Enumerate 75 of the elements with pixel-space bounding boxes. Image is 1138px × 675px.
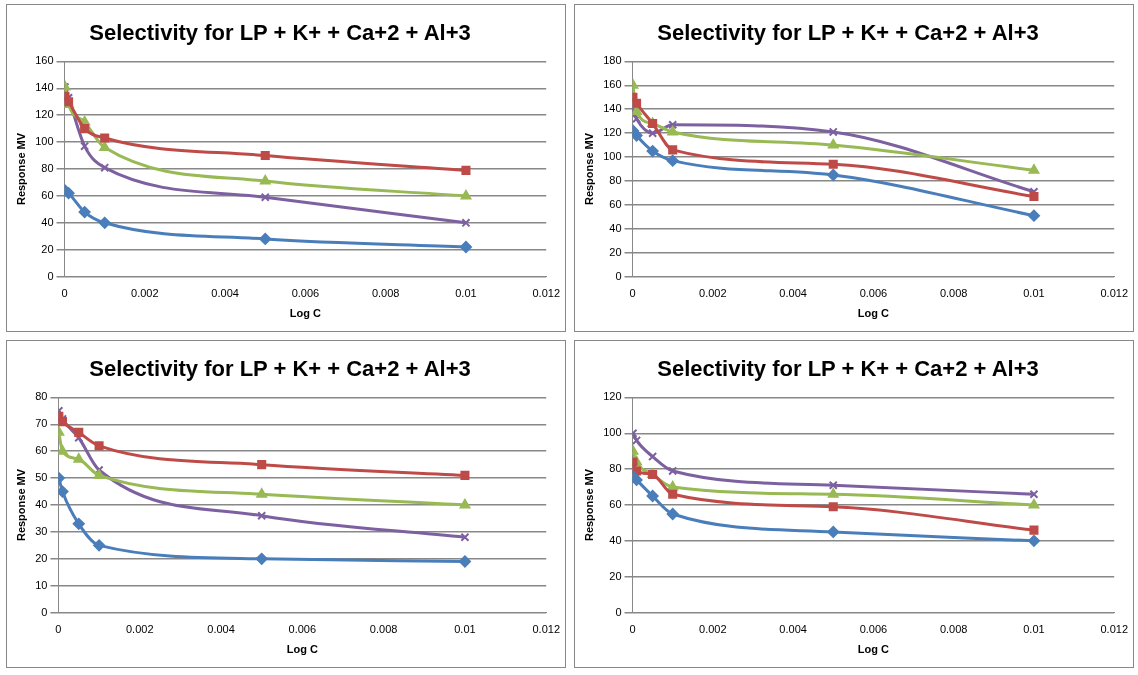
y-tick-label: 40 (609, 533, 622, 546)
x-axis-title: Log C (857, 643, 890, 656)
y-tick-label: 70 (35, 417, 48, 430)
y-tick-label: 50 (35, 471, 48, 484)
chart-title: Selectivity for LP + K+ + Ca+2 + Al+3 (657, 20, 1039, 46)
x-tick-label: 0.008 (371, 287, 400, 300)
x-tick-label: 0.006 (859, 287, 888, 300)
y-axis-title: Response MV (582, 132, 595, 206)
y-tick-label: 0 (47, 269, 54, 282)
x-axis-title: Log C (289, 307, 322, 320)
x-tick-label: 0 (629, 623, 636, 636)
y-tick-label: 60 (609, 197, 622, 210)
x-tick-label: 0.006 (291, 287, 320, 300)
x-tick-label: 0.002 (125, 623, 154, 636)
y-tick-label: 20 (35, 551, 48, 564)
x-tick-label: 0.008 (369, 623, 398, 636)
x-tick-label: 0.002 (131, 287, 159, 300)
y-tick-label: 120 (603, 390, 622, 403)
y-tick-label: 40 (35, 498, 48, 511)
x-tick-label: 0.012 (532, 623, 560, 636)
x-tick-label: 0.01 (455, 287, 477, 300)
y-tick-label: 80 (609, 173, 622, 186)
y-tick-label: 140 (35, 81, 54, 94)
y-tick-label: 60 (35, 444, 48, 457)
x-tick-label: 0.004 (779, 623, 807, 636)
y-tick-label: 160 (603, 78, 622, 91)
x-tick-label: 0.01 (1023, 287, 1045, 300)
x-tick-label: 0.012 (1100, 623, 1128, 636)
y-tick-label: 80 (41, 162, 54, 175)
y-tick-label: 60 (41, 188, 54, 201)
y-tick-label: 30 (35, 524, 48, 537)
x-tick-label: 0.01 (454, 623, 476, 636)
y-tick-label: 20 (609, 245, 622, 258)
y-axis-title: Response MV (582, 468, 595, 542)
y-tick-label: 80 (609, 462, 622, 475)
y-tick-label: 60 (609, 498, 622, 511)
y-tick-label: 40 (609, 221, 622, 234)
x-tick-label: 0 (629, 287, 636, 300)
x-tick-label: 0.008 (939, 623, 968, 636)
x-tick-label: 0.01 (1023, 623, 1045, 636)
y-tick-label: 100 (35, 135, 54, 148)
y-tick-label: 0 (615, 605, 622, 618)
chart-title: Selectivity for LP + K+ + Ca+2 + Al+3 (657, 356, 1039, 382)
y-tick-label: 0 (615, 269, 622, 282)
chart-title: Selectivity for LP + K+ + Ca+2 + Al+3 (89, 20, 471, 46)
y-tick-label: 20 (609, 569, 622, 582)
y-tick-label: 160 (35, 54, 54, 67)
y-tick-label: 10 (35, 578, 48, 591)
x-tick-label: 0.008 (939, 287, 968, 300)
y-tick-label: 20 (41, 242, 54, 255)
x-tick-label: 0.002 (699, 287, 727, 300)
x-axis-title: Log C (857, 307, 890, 320)
y-tick-label: 100 (603, 426, 622, 439)
y-tick-label: 100 (603, 150, 622, 163)
x-axis-title: Log C (286, 643, 318, 656)
y-tick-label: 0 (41, 605, 48, 618)
x-tick-label: 0.006 (859, 623, 888, 636)
y-axis-title: Response MV (14, 132, 27, 206)
y-tick-label: 120 (603, 126, 622, 139)
y-tick-label: 80 (35, 390, 48, 403)
x-tick-label: 0.002 (699, 623, 727, 636)
y-tick-label: 140 (603, 102, 622, 115)
x-tick-label: 0.004 (211, 287, 239, 300)
chart-title: Selectivity for LP + K+ + Ca+2 + Al+3 (89, 356, 471, 382)
y-tick-label: 40 (41, 215, 54, 228)
x-tick-label: 0.012 (532, 287, 560, 300)
y-tick-label: 120 (35, 108, 54, 121)
x-tick-label: 0 (61, 287, 68, 300)
y-tick-label: 180 (603, 54, 622, 67)
x-tick-label: 0 (55, 623, 62, 636)
x-tick-label: 0.004 (779, 287, 807, 300)
y-axis-title: Response MV (14, 468, 27, 542)
x-tick-label: 0.004 (207, 623, 235, 636)
x-tick-label: 0.006 (288, 623, 317, 636)
x-tick-label: 0.012 (1100, 287, 1128, 300)
